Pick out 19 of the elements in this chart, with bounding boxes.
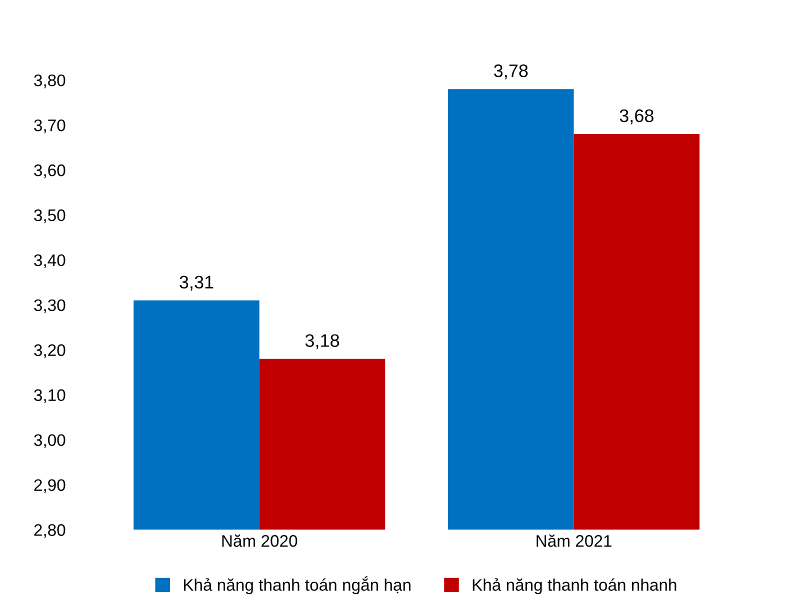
y-tick-label: 3,10: [34, 389, 66, 404]
x-tick-label: Năm 2021: [536, 534, 612, 547]
y-tick-label: 3,50: [34, 209, 66, 224]
y-tick-label: 3,40: [34, 254, 66, 268]
legend-label: Khả năng thanh toán nhanh: [472, 578, 676, 594]
y-tick-label: 3,20: [34, 344, 66, 358]
data-label: 3,31: [180, 276, 214, 291]
y-tick-label: 3,60: [34, 164, 66, 178]
legend-label: Khả năng thanh toán ngắn hạn: [184, 576, 410, 594]
x-tick-label: Năm 2020: [222, 534, 298, 547]
data-label: 3,68: [620, 109, 654, 124]
y-tick-label: 3,80: [34, 74, 66, 88]
y-tick-label: 2,90: [34, 479, 66, 493]
data-label: 3,18: [305, 334, 340, 350]
y-tick-label: 3,30: [34, 299, 66, 314]
y-tick-label: 3,70: [34, 119, 66, 134]
y-tick-label: 3,00: [34, 434, 66, 448]
y-tick-label: 2,80: [34, 524, 66, 538]
data-label: 3,78: [494, 64, 528, 80]
